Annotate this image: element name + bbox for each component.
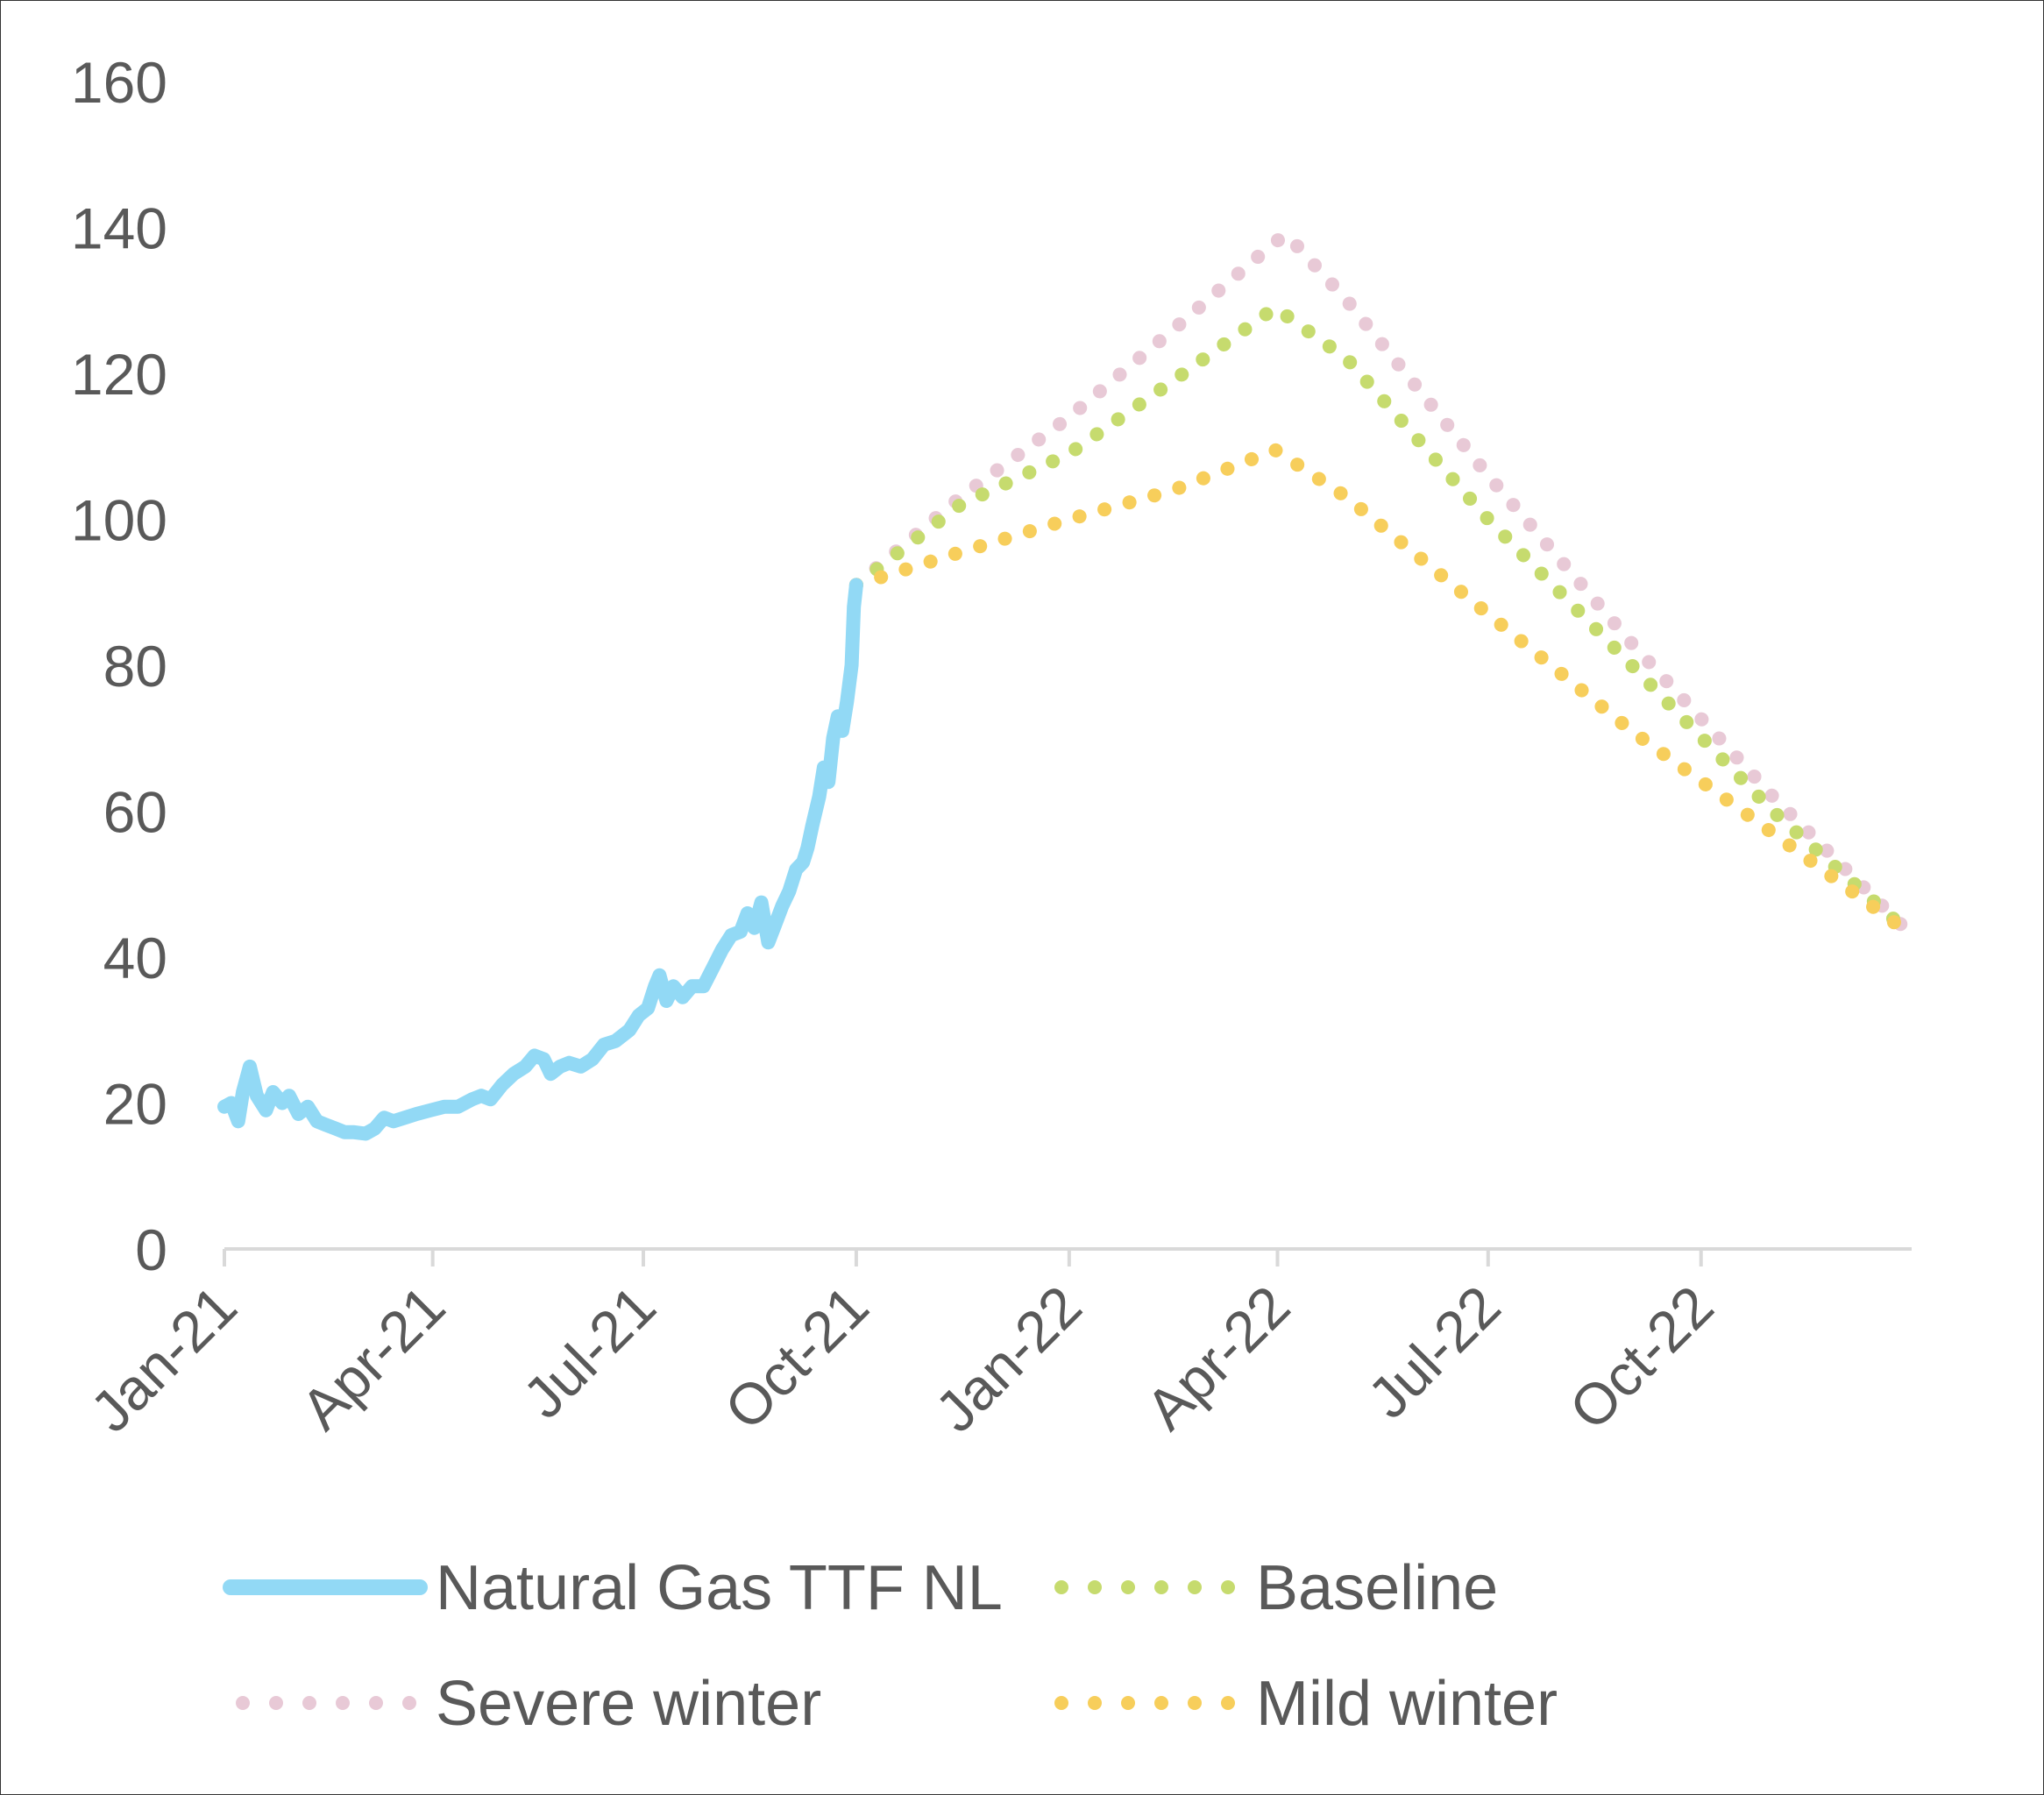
y-tick-label-0: 0 (135, 1217, 167, 1282)
series-natural-gas-ttf-nl (217, 578, 863, 1141)
legend-item-severe-winter: Severe winter (236, 1669, 821, 1739)
legend-swatch-baseline-dot (1054, 1580, 1068, 1594)
x-tick-label-apr-21: Apr-21 (288, 1274, 457, 1442)
legend-swatch-mild-winter-dot (1054, 1696, 1068, 1710)
y-tick-label-140: 140 (71, 196, 167, 261)
x-tick-label-oct-22: Oct-22 (1557, 1274, 1725, 1442)
series-line-severe-winter (848, 225, 1919, 942)
legend-swatch-severe-winter-dot (302, 1696, 316, 1710)
legend-label-severe-winter: Severe winter (436, 1669, 821, 1739)
legend-label-mild-winter: Mild winter (1256, 1669, 1558, 1739)
legend: Natural Gas TTF NL Baseline Severe winte… (223, 1553, 1558, 1739)
x-tick-label-jul-21: Jul-21 (510, 1274, 667, 1430)
y-tick-label-40: 40 (103, 926, 167, 990)
series-baseline (848, 299, 1919, 942)
x-tick-label-jan-21: Jan-21 (78, 1274, 249, 1444)
legend-item-mild-winter: Mild winter (1054, 1669, 1558, 1739)
legend-swatch-mild-winter-dot (1088, 1696, 1102, 1710)
y-tick-label-120: 120 (71, 342, 167, 407)
y-tick-label-20: 20 (103, 1072, 167, 1137)
legend-swatch-severe-winter-dot (369, 1696, 383, 1710)
x-tick-label-apr-22: Apr-22 (1133, 1274, 1302, 1442)
x-tick-label-jul-22: Jul-22 (1355, 1274, 1512, 1430)
series-line-natural-gas-ttf-nl (217, 578, 863, 1141)
x-tick-label-jan-22: Jan-22 (923, 1274, 1094, 1444)
x-tick-label-oct-21: Oct-21 (712, 1274, 880, 1442)
legend-swatch-mild-winter-dot (1121, 1696, 1135, 1710)
y-tick-label-80: 80 (103, 634, 167, 699)
y-tick-label-100: 100 (71, 488, 167, 553)
series-mild-winter (848, 442, 1919, 942)
legend-label-baseline: Baseline (1256, 1553, 1498, 1623)
legend-swatch-mild-winter (1054, 1696, 1235, 1710)
legend-item-natural-gas: Natural Gas TTF NL (223, 1553, 1003, 1623)
series-line-baseline (848, 299, 1919, 942)
legend-swatch-mild-winter-dot (1221, 1696, 1235, 1710)
series-layer (217, 225, 1919, 1141)
legend-swatch-severe-winter-dot (236, 1696, 250, 1710)
legend-swatch-baseline-dot (1221, 1580, 1235, 1594)
y-axis: 0 20 40 60 80 100 120 140 160 (71, 50, 167, 1282)
y-tick-label-160: 160 (71, 50, 167, 115)
legend-swatch-baseline-dot (1188, 1580, 1202, 1594)
legend-swatch-baseline-dot (1154, 1580, 1168, 1594)
legend-swatch-baseline (1054, 1580, 1235, 1594)
legend-item-baseline: Baseline (1054, 1553, 1498, 1623)
legend-swatch-baseline-dot (1088, 1580, 1102, 1594)
legend-swatch-severe-winter (236, 1696, 416, 1710)
legend-label-natural-gas: Natural Gas TTF NL (436, 1553, 1003, 1623)
legend-swatch-baseline-dot (1121, 1580, 1135, 1594)
series-severe-winter (848, 225, 1919, 942)
legend-swatch-severe-winter-dot (336, 1696, 350, 1710)
y-tick-label-60: 60 (103, 780, 167, 845)
legend-swatch-severe-winter-dot (402, 1696, 416, 1710)
legend-swatch-severe-winter-dot (269, 1696, 283, 1710)
legend-swatch-mild-winter-dot (1154, 1696, 1168, 1710)
series-line-mild-winter (848, 442, 1919, 942)
x-axis: Jan-21 Apr-21 Jul-21 Oct-21 Jan-22 Apr-22 Jul-… (78, 1247, 1912, 1444)
legend-swatch-mild-winter-dot (1188, 1696, 1202, 1710)
